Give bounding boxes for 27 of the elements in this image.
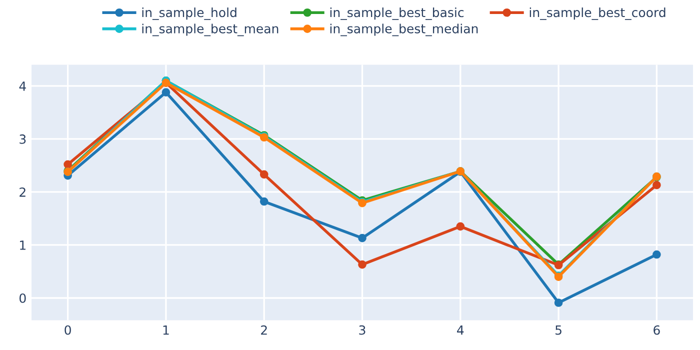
y-tick-label: 0 <box>20 293 26 303</box>
point <box>260 197 268 206</box>
legend-label: in_sample_best_median <box>330 24 478 36</box>
legend-label: in_sample_hold <box>142 8 236 20</box>
x-tick-label: 1 <box>163 325 169 335</box>
point <box>64 160 72 169</box>
point <box>260 170 268 179</box>
y-tick-label: 4 <box>19 82 26 91</box>
point <box>652 180 661 190</box>
point <box>162 88 170 96</box>
legend-label: in_sample_best_mean <box>142 24 278 36</box>
x-tick-label: 4 <box>457 325 464 335</box>
x-tick-label: 5 <box>556 325 562 335</box>
x-tick-label: 2 <box>261 325 267 335</box>
y-tick-label: 3 <box>20 134 26 144</box>
point <box>358 260 366 269</box>
point <box>456 222 465 231</box>
point <box>358 234 366 242</box>
legend-label: in_sample_best_basic <box>330 8 464 20</box>
x-tick-label: 6 <box>654 325 660 335</box>
point <box>652 250 661 259</box>
y-tick-label: 2 <box>20 187 26 197</box>
x-tick-label: 3 <box>359 325 366 335</box>
point <box>554 298 563 307</box>
legend-label: in_sample_best_coord <box>530 8 666 20</box>
x-tick-label: 0 <box>64 325 71 335</box>
y-tick-label: 1 <box>20 240 26 250</box>
